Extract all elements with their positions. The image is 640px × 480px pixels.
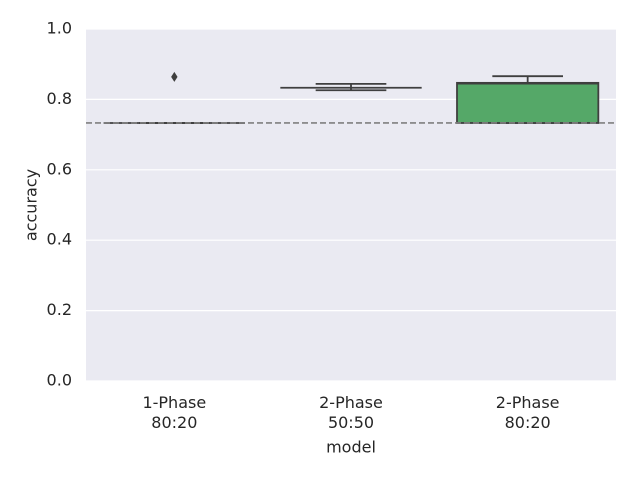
x-axis-label: model <box>326 438 376 457</box>
y-tick-label: 0.2 <box>47 300 72 319</box>
x-tick-label-line: 2-Phase <box>496 393 560 412</box>
y-tick-label: 0.4 <box>47 230 72 249</box>
x-tick-label: 2-Phase 50:50 <box>319 393 383 432</box>
outlier <box>171 71 178 82</box>
x-tick-label-line: 80:20 <box>505 413 551 432</box>
plot-background <box>86 29 616 381</box>
x-tick-label-line: 1-Phase <box>142 393 206 412</box>
y-tick-label: 0.0 <box>47 371 72 390</box>
y-axis-label: accuracy <box>22 169 41 241</box>
x-tick-label: 2-Phase 80:20 <box>496 393 560 432</box>
x-tick-label-line: 80:20 <box>151 413 197 432</box>
y-tick-label: 0.6 <box>47 159 72 178</box>
x-tick-label-line: 50:50 <box>328 413 374 432</box>
x-tick-label: 1-Phase 80:20 <box>142 393 206 432</box>
box <box>456 81 600 124</box>
y-tick-label: 0.8 <box>47 89 72 108</box>
x-tick-label-line: 2-Phase <box>319 393 383 412</box>
y-tick-label: 1.0 <box>47 19 72 38</box>
